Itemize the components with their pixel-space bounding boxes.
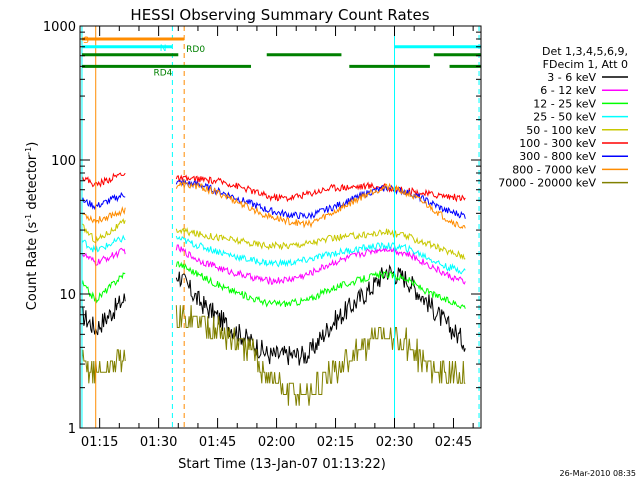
legend-label: 300 - 800 keV bbox=[519, 150, 596, 163]
series-line bbox=[81, 305, 466, 406]
series-line bbox=[81, 244, 466, 286]
series-line bbox=[81, 234, 466, 275]
series-line bbox=[81, 261, 466, 309]
x-tick-label: 01:30 bbox=[140, 435, 177, 450]
flag-label: RD4 bbox=[153, 68, 172, 78]
legend-label: 7000 - 20000 keV bbox=[498, 177, 596, 190]
y-tick-label: 10 bbox=[59, 288, 76, 303]
legend-label: 800 - 7000 keV bbox=[512, 163, 596, 176]
x-tick-label: 01:45 bbox=[199, 435, 236, 450]
y-axis-label-part1: Count Rate (s bbox=[25, 222, 40, 311]
series-line bbox=[81, 181, 466, 230]
flag-label: N bbox=[160, 44, 167, 54]
flag-label: RD0 bbox=[186, 45, 205, 55]
y-axis-label-part2: detector bbox=[25, 154, 40, 214]
y-tick-label: 100 bbox=[51, 154, 76, 169]
legend: Det 1,3,4,5,6,9,FDecim 1, Att 03 - 6 keV… bbox=[498, 45, 628, 190]
legend-label: 12 - 25 keV bbox=[533, 97, 596, 110]
legend-header: FDecim 1, Att 0 bbox=[543, 58, 628, 71]
series-line bbox=[81, 264, 466, 366]
chart-title: HESSI Observing Summary Count Rates bbox=[130, 6, 429, 24]
series-line bbox=[81, 178, 466, 220]
y-axis-label: Count Rate (s-1 detector-1) bbox=[24, 142, 40, 311]
axes bbox=[79, 25, 482, 429]
series-line bbox=[82, 218, 466, 261]
x-axis-label: Start Time (13-Jan-07 01:13:22) bbox=[178, 457, 386, 472]
series-line bbox=[81, 172, 466, 203]
y-tick-label: 1 bbox=[68, 422, 76, 437]
x-tick-label: 02:30 bbox=[376, 435, 413, 450]
y-axis-label-part3: ) bbox=[25, 142, 40, 147]
flag-bars: S N RD0 RD4 bbox=[81, 36, 481, 78]
series-curves bbox=[81, 172, 466, 406]
x-tick-label: 01:15 bbox=[81, 435, 118, 450]
y-axis-label-sup2: -1 bbox=[24, 147, 33, 155]
legend-label: 3 - 6 keV bbox=[547, 71, 596, 84]
y-tick-label: 1000 bbox=[43, 20, 76, 35]
timestamp: 26-Mar-2010 08:35 bbox=[560, 469, 637, 478]
legend-header: Det 1,3,4,5,6,9, bbox=[542, 45, 628, 58]
plot-frame bbox=[79, 25, 482, 429]
flag-label: S bbox=[83, 36, 89, 46]
legend-label: 50 - 100 keV bbox=[526, 124, 596, 137]
y-axis-label-sup1: -1 bbox=[24, 214, 33, 222]
x-tick-label: 02:15 bbox=[317, 435, 354, 450]
tick-labels: 1 10 100 1000 01:15 01:30 01:45 02:00 02:15 02:30… bbox=[43, 20, 472, 450]
legend-label: 100 - 300 keV bbox=[519, 137, 596, 150]
flag-vertical-lines bbox=[81, 26, 480, 428]
legend-label: 25 - 50 keV bbox=[533, 111, 596, 124]
x-tick-label: 02:00 bbox=[258, 435, 295, 450]
legend-label: 6 - 12 keV bbox=[540, 84, 596, 97]
x-tick-label: 02:45 bbox=[435, 435, 472, 450]
